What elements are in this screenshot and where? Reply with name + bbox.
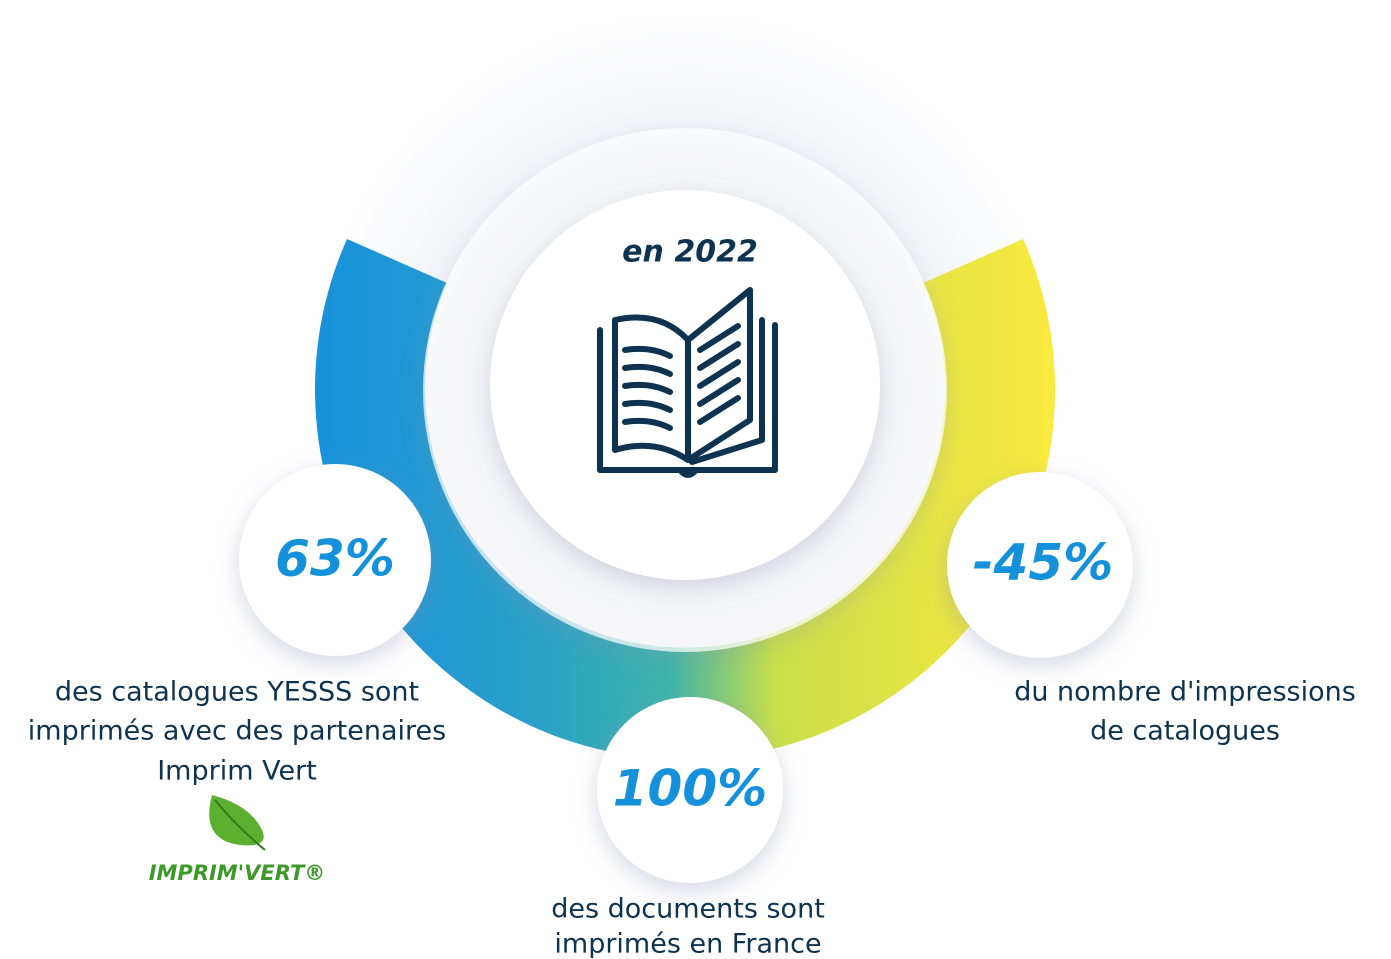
stat-bubble [947,472,1133,658]
stat-bubble [239,464,431,656]
stat-description: du nombre d'impressions [1014,677,1356,708]
stat-description: des documents sont [551,894,825,925]
stat-value: 100% [613,760,767,818]
book-icon [597,287,778,478]
leaf-icon [209,795,264,846]
center-title: en 2022 [622,235,758,270]
gradient-arc [315,239,1056,760]
stat-description: de catalogues [1090,716,1280,747]
stat-value: 63% [275,530,395,588]
stat-description: des catalogues YESSS sont [55,677,419,708]
stat-value: -45% [973,534,1113,592]
stat-description: imprimés en France [554,929,821,959]
stat-bubble [597,697,783,883]
stat-description: Imprim Vert [157,756,317,787]
leaf-stem [214,799,266,851]
stat-description: imprimés avec des partenaires [28,716,446,747]
logo-text: IMPRIM'VERT® [149,861,326,885]
